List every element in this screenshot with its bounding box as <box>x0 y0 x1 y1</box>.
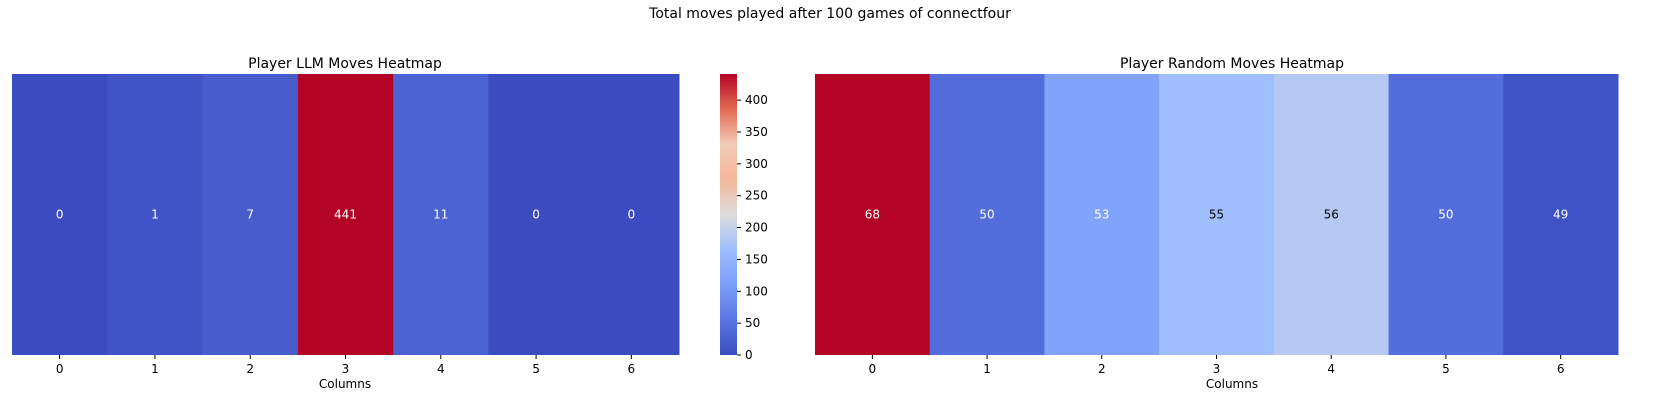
llm-heatmap-xlabel: Columns <box>319 377 371 391</box>
x-tick-label: 4 <box>437 362 445 376</box>
x-tick-label: 2 <box>1098 362 1106 376</box>
random-heatmap-x-ticks: 0 1 2 3 4 5 6 <box>869 355 1565 376</box>
figure-suptitle: Total moves played after 100 games of co… <box>648 6 1011 22</box>
x-tick-label: 0 <box>869 362 877 376</box>
x-tick-label: 3 <box>1213 362 1221 376</box>
heatmap-cell-label: 1 <box>151 208 159 222</box>
heatmap-cell <box>1388 74 1504 355</box>
colorbar-tick-label: 100 <box>745 284 768 298</box>
x-tick-label: 4 <box>1327 362 1335 376</box>
x-tick-label: 5 <box>1442 362 1450 376</box>
heatmap-cell-label: 55 <box>1209 208 1224 222</box>
random-heatmap-xlabel: Columns <box>1206 377 1258 391</box>
heatmap-cell <box>393 74 489 355</box>
llm-heatmap-cell-labels: 0 1 7 441 11 0 0 <box>56 208 635 222</box>
heatmap-cell <box>297 74 394 355</box>
heatmap-cell-label: 50 <box>979 208 994 222</box>
x-tick-label: 2 <box>246 362 254 376</box>
x-tick-label: 5 <box>532 362 540 376</box>
heatmap-cell <box>1503 74 1619 355</box>
heatmap-cell <box>1159 74 1275 355</box>
random-heatmap-title: Player Random Moves Heatmap <box>1120 56 1344 72</box>
colorbar-tick-label: 50 <box>745 316 760 330</box>
heatmap-cell <box>815 74 931 355</box>
heatmap-cell <box>202 74 299 355</box>
heatmap-cell-label: 49 <box>1553 208 1568 222</box>
colorbar-tick-label: 200 <box>745 221 768 235</box>
heatmap-cell-label: 68 <box>865 208 880 222</box>
random-heatmap-cell-labels: 68 50 53 55 56 50 49 <box>865 208 1569 222</box>
heatmap-cell-label: 53 <box>1094 208 1109 222</box>
llm-heatmap-x-ticks: 0 1 2 3 4 5 6 <box>56 355 635 376</box>
heatmap-cell-label: 7 <box>246 208 254 222</box>
llm-heatmap-title: Player LLM Moves Heatmap <box>248 56 442 72</box>
x-tick-label: 3 <box>342 362 350 376</box>
llm-heatmap-panel: Player LLM Moves Heatmap 0 1 7 441 11 0 0 0 1 2 3… <box>12 56 680 391</box>
heatmap-cell-label: 56 <box>1324 208 1339 222</box>
x-tick-label: 0 <box>56 362 64 376</box>
random-heatmap-panel: Player Random Moves Heatmap 68 50 53 55 56 50… <box>815 56 1619 391</box>
heatmap-cell <box>488 74 585 355</box>
colorbar-tick-label: 0 <box>745 348 753 362</box>
x-tick-label: 6 <box>628 362 636 376</box>
colorbar-gradient <box>720 74 737 355</box>
heatmap-cell-label: 0 <box>628 208 636 222</box>
heatmap-cell <box>929 74 1045 355</box>
x-tick-label: 6 <box>1557 362 1565 376</box>
llm-heatmap-cells <box>12 74 680 355</box>
colorbar-tick-label: 400 <box>745 93 768 107</box>
heatmap-cell-label: 0 <box>532 208 540 222</box>
x-tick-label: 1 <box>151 362 159 376</box>
heatmap-cell-label: 0 <box>56 208 64 222</box>
colorbar: 0 50 100 150 200 250 300 350 400 <box>720 74 768 362</box>
heatmap-cell <box>12 74 108 355</box>
colorbar-ticks: 0 50 100 150 200 250 300 350 400 <box>737 93 768 362</box>
x-tick-label: 1 <box>983 362 991 376</box>
heatmap-cell-label: 441 <box>334 208 357 222</box>
heatmap-cell-label: 50 <box>1438 208 1453 222</box>
colorbar-tick-label: 250 <box>745 189 768 203</box>
heatmap-cell <box>1273 74 1390 355</box>
heatmap-cell <box>583 74 680 355</box>
heatmap-cell <box>1044 74 1160 355</box>
colorbar-tick-label: 300 <box>745 157 768 171</box>
random-heatmap-cells <box>815 74 1619 355</box>
heatmap-cell-label: 11 <box>433 208 448 222</box>
colorbar-tick-label: 350 <box>745 125 768 139</box>
colorbar-tick-label: 150 <box>745 252 768 266</box>
heatmap-cell <box>107 74 204 355</box>
